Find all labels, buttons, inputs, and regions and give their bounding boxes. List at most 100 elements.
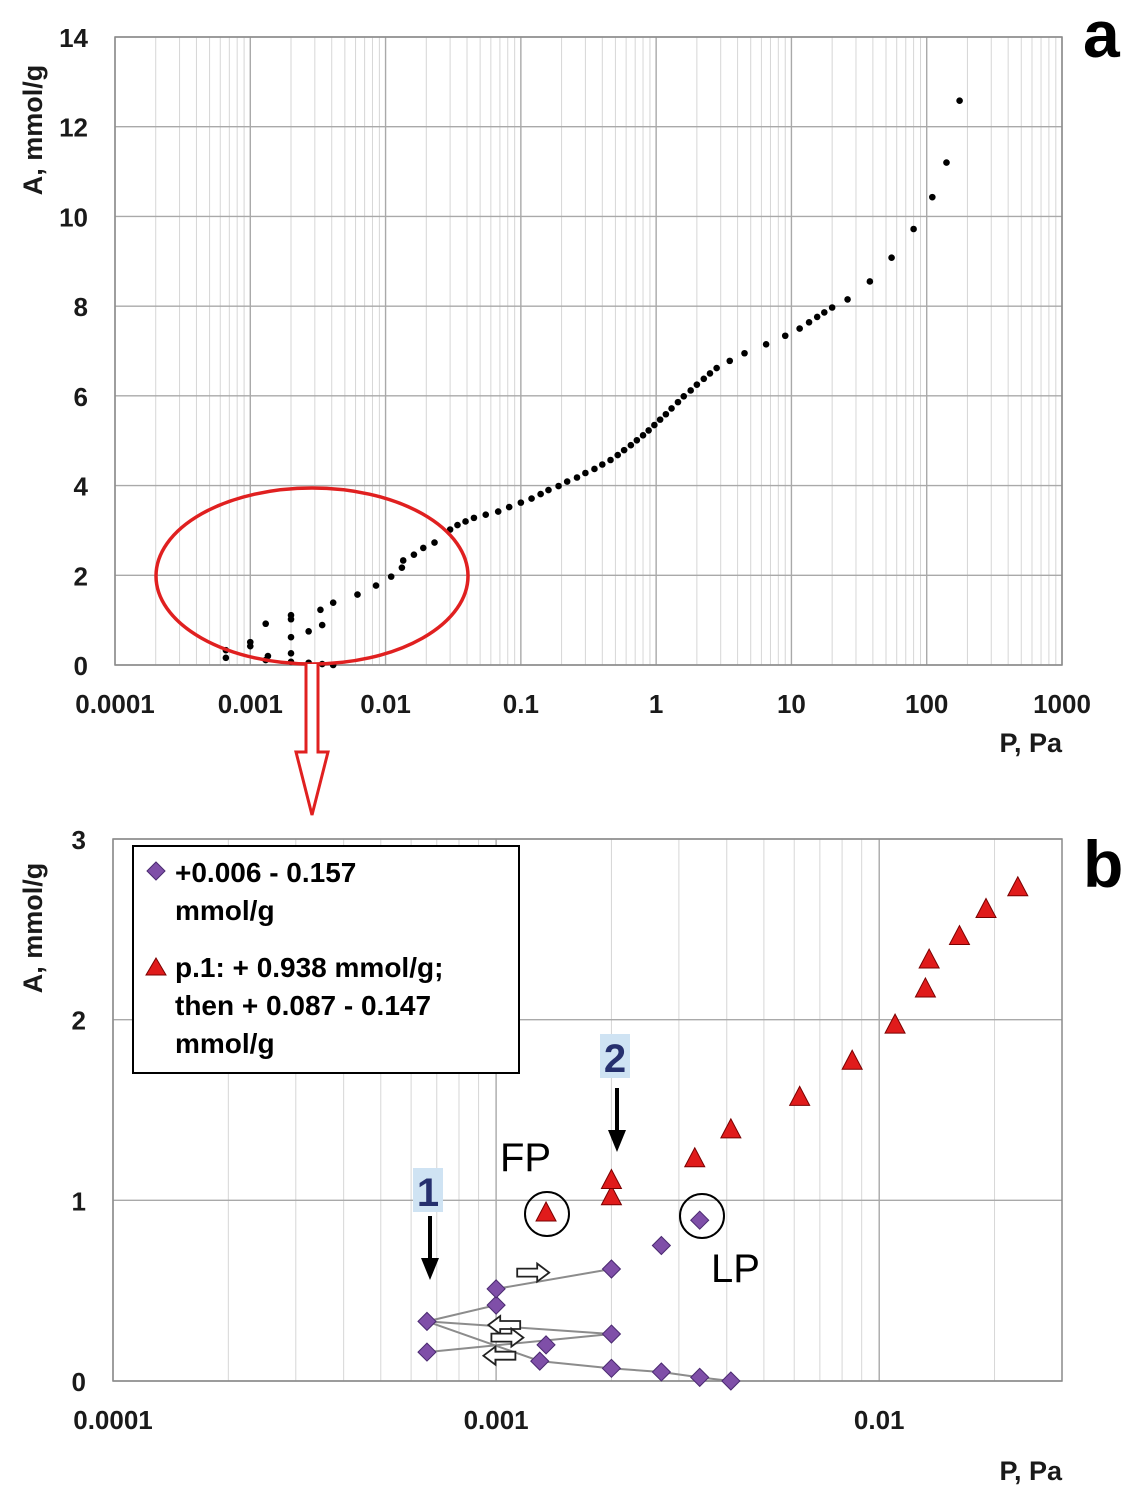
data-point [410,551,418,558]
y-axis-label-a: A, mmol/g [18,65,48,196]
data-point [287,633,295,641]
data-point [470,514,478,522]
data-point [419,544,427,552]
data-point [633,436,641,444]
y-tick-label: 3 [72,825,86,855]
data-point [462,518,469,525]
data-point-diamond [486,1295,506,1315]
data-point [706,370,714,377]
ticks-b: 0.0001 0.001 0.01 0 1 2 3 [72,825,905,1435]
legend-label-series-2-line-3: mmol/g [175,1028,275,1059]
series-b [417,875,1029,1391]
data-point [844,296,851,303]
data-point [607,456,614,464]
data-point [222,654,230,662]
data-point [929,193,936,201]
data-point [888,254,895,261]
data-point [741,349,748,357]
direction-arrow [486,1314,522,1336]
data-point [674,398,682,406]
data-point [700,375,708,383]
marker-2-label: 2 [604,1037,626,1081]
legend-label-series-2-line-1: p.1: + 0.938 mmol/g; [175,952,443,983]
data-point-triangle [600,1184,623,1206]
data-point [943,159,950,166]
legend-marker-triangle [145,957,167,976]
data-point-diamond [690,1367,710,1388]
legend-box [132,845,520,1074]
x-tick-label: 0.1 [503,689,539,719]
y-tick-label: 6 [74,382,88,412]
legend-label-series-2-line-2: then + 0.087 - 0.147 [175,990,431,1021]
direction-arrows-b [481,1261,551,1367]
data-point [828,304,836,311]
y-axis-label-b: A, mmol/g [18,863,48,994]
data-point-triangle [841,1049,864,1070]
y-tick-label: 10 [59,202,88,232]
data-point-triangle [1006,875,1029,897]
data-point [573,474,581,481]
data-point [517,499,525,506]
x-tick-label: 1000 [1033,689,1091,719]
data-point [528,495,535,502]
data-point [656,416,664,423]
data-point-diamond [486,1279,506,1299]
grid-a [114,36,1063,666]
data-point [627,441,635,449]
y-tick-label: 4 [74,472,89,502]
direction-arrow [481,1344,517,1367]
data-point [796,325,803,332]
data-point-diamond [601,1358,622,1379]
data-point [668,405,675,412]
data-point [762,340,770,348]
data-point [639,432,647,439]
data-point [505,503,513,511]
data-point [555,482,562,490]
data-point [329,599,337,606]
marker-2-highlight [600,1034,630,1078]
x-tick-label: 0.001 [218,689,283,719]
y-tick-label: 0 [72,1367,86,1397]
panel-a: 0.0001 0.001 0.01 0.1 1 10 100 100002468101214 … [18,0,1121,816]
zoom-arrow [294,664,330,816]
data-point [956,97,963,104]
data-point [287,650,295,657]
data-point [693,381,701,388]
marker-1-arrow-head [421,1258,439,1280]
plot-frame [114,36,1063,666]
data-point-triangle [788,1085,811,1106]
data-point-triangle [975,897,997,918]
y-tick-label: 12 [59,113,88,143]
data-point [262,620,270,628]
lp-circle [679,1193,725,1239]
data-point [582,469,589,477]
data-point-diamond [536,1335,556,1355]
marker-2-arrow-head [608,1130,626,1152]
y-tick-label: 2 [74,561,88,591]
data-point [805,318,813,326]
data-point [726,357,734,365]
data-point-triangle [914,976,937,998]
data-point [246,638,254,646]
x-axis-label-a: P, Pa [999,728,1063,758]
x-tick-label: 0.0001 [73,1405,153,1435]
y-tick-label: 0 [74,651,88,681]
data-point-triangle [535,1200,557,1222]
data-point-diamond [690,1210,710,1230]
data-point [651,421,658,429]
legend-label-series-1-line-2: mmol/g [175,895,275,926]
data-point-triangle [918,947,940,969]
direction-arrow [516,1261,551,1284]
data-point [866,278,874,285]
data-point [399,557,407,564]
x-tick-label: 100 [905,689,948,719]
data-point [680,393,688,400]
data-point-triangle [683,1146,706,1168]
fp-circle [524,1191,570,1237]
data-point [537,490,544,498]
data-point [687,387,694,394]
y-tick-label: 1 [72,1186,86,1216]
data-point [821,309,828,316]
data-point [287,611,295,619]
data-point [662,410,670,418]
